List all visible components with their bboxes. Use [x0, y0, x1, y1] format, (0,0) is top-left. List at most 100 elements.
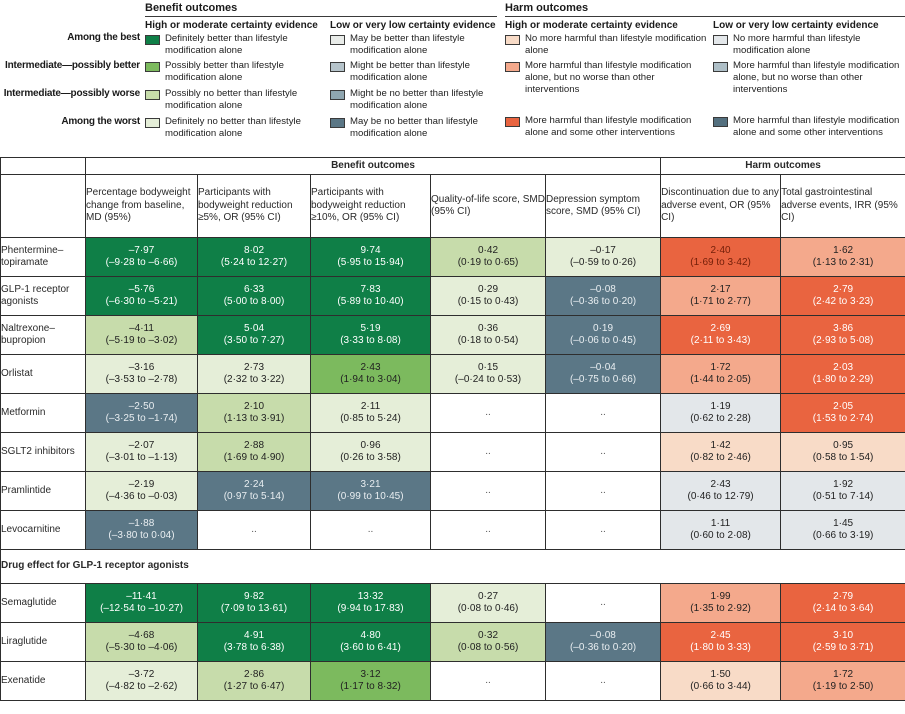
table-row: Semaglutide –11·41 (–12·54 to –10·27) 9·82(… [0, 583, 905, 623]
cell-confidence-interval: (0·62 to 2·28) [690, 413, 751, 424]
legend-row-label: Among the worst [61, 116, 140, 127]
section-header-label: Drug effect for GLP-1 receptor agonists [0, 549, 905, 584]
cell-value: 1·72 [833, 668, 854, 680]
legend-benefit-high-header: High or moderate certainty evidence [145, 20, 318, 31]
cell-confidence-interval: (–4·36 to –0·03) [105, 491, 178, 502]
cell-value: –2·50 [128, 400, 155, 412]
legend-item: No more harmful than lifestyle modificat… [505, 33, 708, 57]
no-data-cell: .. [544, 432, 662, 472]
cell-value: 2·11 [360, 400, 381, 412]
cell-value: 1·11 [710, 517, 731, 529]
drug-name: Liraglutide [0, 622, 86, 662]
table-row: Pramlintide –2·19 (–4·36 to –0·03) 2·24 (0·9… [0, 471, 905, 511]
section-header-row: Drug effect for GLP-1 receptor agonists [0, 549, 905, 584]
cell-confidence-interval: (0·15 to 0·43) [457, 296, 519, 307]
cell-value: 0·36 [477, 322, 498, 334]
cell-confidence-interval: (–0·59 to 0·26) [569, 257, 637, 268]
value-cell: –11·41 (–12·54 to –10·27) [85, 583, 198, 623]
table-row: SGLT2 inhibitors –2·07 (–3·01 to –1·13) 2·8… [0, 432, 905, 472]
cell-confidence-interval: (–0·36 to 0·20) [569, 642, 637, 653]
value-cell: –7·97 (–9·28 to –6·66) [85, 237, 198, 277]
legend-benefit-rule [145, 16, 497, 17]
cell-value: –5·76 [128, 283, 155, 295]
legend-item: More harmful than lifestyle modification… [713, 115, 905, 139]
cell-confidence-interval: (–9·28 to –6·66) [105, 257, 178, 268]
cell-value: 1·42 [710, 439, 731, 451]
cell-confidence-interval: (1·13 to 2·31) [812, 257, 874, 268]
legend-item-label: No more harmful than lifestyle modificat… [525, 33, 707, 56]
drug-name: Exenatide [0, 661, 86, 701]
cell-value: –4·11 [129, 322, 154, 334]
column-header: Total gastrointestinal adverse events, I… [780, 174, 905, 238]
cell-confidence-interval: (0·97 to 5·14) [223, 491, 285, 502]
cell-value: 3·86 [833, 322, 854, 334]
legend-color-swatch-icon [330, 62, 345, 72]
value-cell: 3·10 (2·59 to 3·71) [780, 622, 905, 662]
column-header: Discontinuation due to any adverse event… [660, 174, 782, 238]
legend-harm-rule [505, 16, 905, 17]
value-cell: 3·86 (2·93 to 5·08) [780, 315, 905, 355]
cell-value: 2·43 [710, 478, 731, 490]
cell-confidence-interval: (2·42 to 3·23) [812, 296, 874, 307]
cell-value: 3·10 [833, 629, 854, 641]
cell-value: 3·21 [360, 478, 381, 490]
value-cell: –0·08 (–0·36 to 0·20) [544, 622, 662, 662]
no-data-cell: .. [430, 471, 546, 511]
table-row: Levocarnitine –1·88 (–3·80 to 0·04).......… [0, 510, 905, 550]
legend-benefit-title: Benefit outcomes [145, 2, 238, 14]
value-cell: 2·79 (2·14 to 3·64) [780, 583, 905, 623]
cell-value: 4·91 [243, 629, 264, 641]
cell-value: 13·32 [357, 590, 384, 602]
legend-color-swatch-icon [145, 35, 160, 45]
legend-item: More harmful than lifestyle modification… [505, 60, 708, 95]
legend-item: Might be better than lifestyle modificat… [330, 60, 498, 84]
cell-value: –0·04 [590, 361, 616, 373]
cell-value: 2·79 [833, 283, 854, 295]
value-cell: 4·91 (3·78 to 6·38) [197, 622, 311, 662]
legend-color-swatch-icon [145, 62, 160, 72]
cell-confidence-interval: (–0·06 to 0·45) [569, 335, 637, 346]
value-cell: 2·73 (2·32 to 3·22) [197, 354, 311, 394]
value-cell: –4·68 (–5·30 to –4·06) [85, 622, 198, 662]
legend-item-label: May be better than lifestyle modificatio… [350, 33, 465, 56]
column-header: Quality-of-life score, SMD (95% CI) [430, 174, 546, 238]
table-row: Phentermine–topiramate –7·97 (–9·28 to –6·… [0, 237, 905, 277]
value-cell: 5·04 (3·50 to 7·27) [197, 315, 311, 355]
value-cell: 2·88 (1·69 to 4·90) [197, 432, 311, 472]
legend-color-swatch-icon [145, 118, 160, 128]
column-header: Participants with bodyweight reduction ≥… [197, 174, 311, 238]
cell-confidence-interval: (5·89 to 10·40) [337, 296, 404, 307]
cell-value: 9·82 [243, 590, 264, 602]
group-header-benefit: Benefit outcomes [84, 157, 662, 175]
legend-item: May be better than lifestyle modificatio… [330, 33, 498, 57]
value-cell: 1·92 (0·51 to 7·14) [780, 471, 905, 511]
no-data-cell: .. [544, 661, 662, 701]
cell-value: –0·08 [590, 283, 616, 295]
legend-item: Possibly no better than lifestyle modifi… [145, 88, 325, 112]
cell-value: 6·33 [243, 283, 264, 295]
value-cell: 6·33 (5·00 to 8·00) [197, 276, 311, 316]
cell-confidence-interval: (5·95 to 15·94) [337, 257, 404, 268]
legend-row-label: Intermediate—possibly worse [3, 88, 141, 99]
no-data-cell: .. [430, 393, 546, 433]
cell-confidence-interval: (–0·75 to 0·66) [569, 374, 637, 385]
cell-confidence-interval: (0·19 to 0·65) [457, 257, 519, 268]
drug-name: Naltrexone–bupropion [0, 315, 86, 355]
cell-confidence-interval: (0·18 to 0·54) [457, 335, 519, 346]
legend: Benefit outcomes Harm outcomes High or m… [0, 0, 905, 157]
legend-color-swatch-icon [330, 35, 345, 45]
value-cell: 5·19 (3·33 to 8·08) [310, 315, 431, 355]
cell-confidence-interval: (1·80 to 2·29) [812, 374, 874, 385]
value-cell: 2·69 (2·11 to 3·43) [660, 315, 782, 355]
cell-confidence-interval: (–3·80 to 0·04) [108, 530, 175, 541]
cell-value: 4·80 [360, 629, 381, 641]
value-cell: 0·29 (0·15 to 0·43) [430, 276, 546, 316]
value-cell: 1·62 (1·13 to 2·31) [780, 237, 905, 277]
cell-confidence-interval: (2·59 to 3·71) [812, 642, 874, 653]
cell-value: 1·50 [710, 668, 731, 680]
cell-confidence-interval: (1·17 to 8·32) [340, 681, 401, 692]
cell-value: 2·40 [710, 244, 731, 256]
cell-value: –4·68 [128, 629, 155, 641]
cell-confidence-interval: (3·60 to 6·41) [340, 642, 401, 653]
